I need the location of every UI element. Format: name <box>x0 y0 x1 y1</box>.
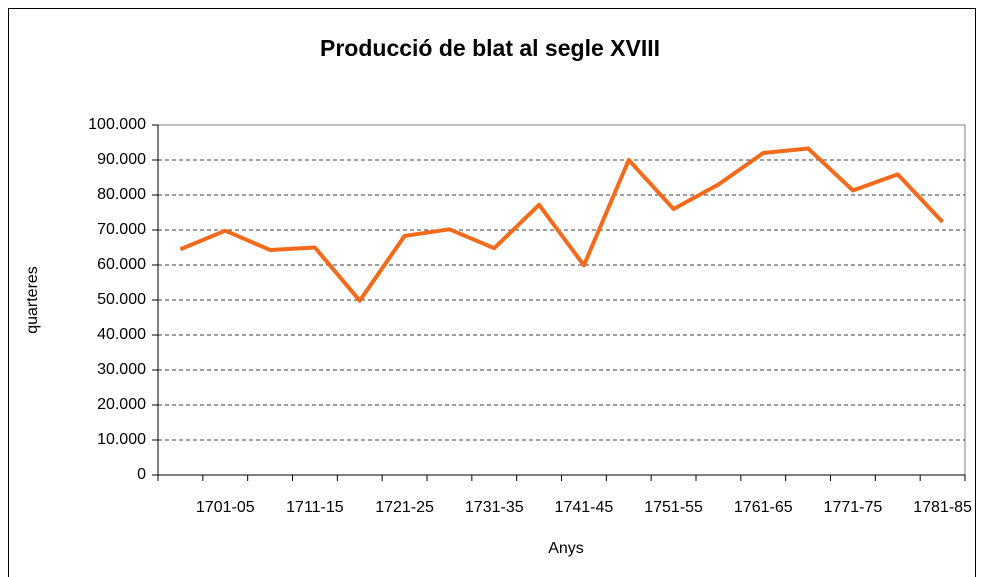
y-tick-label: 20.000 <box>97 396 146 413</box>
y-tick-label: 50.000 <box>97 291 146 308</box>
y-tick-label: 100.000 <box>88 116 146 133</box>
y-tick-label: 70.000 <box>97 221 146 238</box>
y-tick-label: 30.000 <box>97 361 146 378</box>
x-tick-label: 1711-15 <box>286 499 344 516</box>
x-tick-label: 1781-85 <box>913 499 972 516</box>
x-tick-label: 1761-65 <box>734 499 793 516</box>
x-axis-label: Anys <box>548 540 584 557</box>
y-tick-label: 40.000 <box>97 326 146 343</box>
y-tick-label: 10.000 <box>97 431 146 448</box>
x-tick-label: 1741-45 <box>555 499 614 516</box>
x-tick-label: 1751-55 <box>644 499 703 516</box>
chart-title: Producció de blat al segle XVIII <box>320 35 660 61</box>
y-tick-label: 80.000 <box>97 186 146 203</box>
x-tick-label: 1721-25 <box>375 499 434 516</box>
y-tick-label: 90.000 <box>97 151 146 168</box>
x-tick-label: 1701-05 <box>196 499 255 516</box>
y-tick-label: 60.000 <box>97 256 146 273</box>
y-axis-label: quarteres <box>24 266 41 334</box>
x-tick-label: 1771-75 <box>824 499 883 516</box>
x-tick-label: 1731-35 <box>465 499 524 516</box>
data-line <box>179 146 945 303</box>
y-tick-label: 0 <box>137 466 146 483</box>
